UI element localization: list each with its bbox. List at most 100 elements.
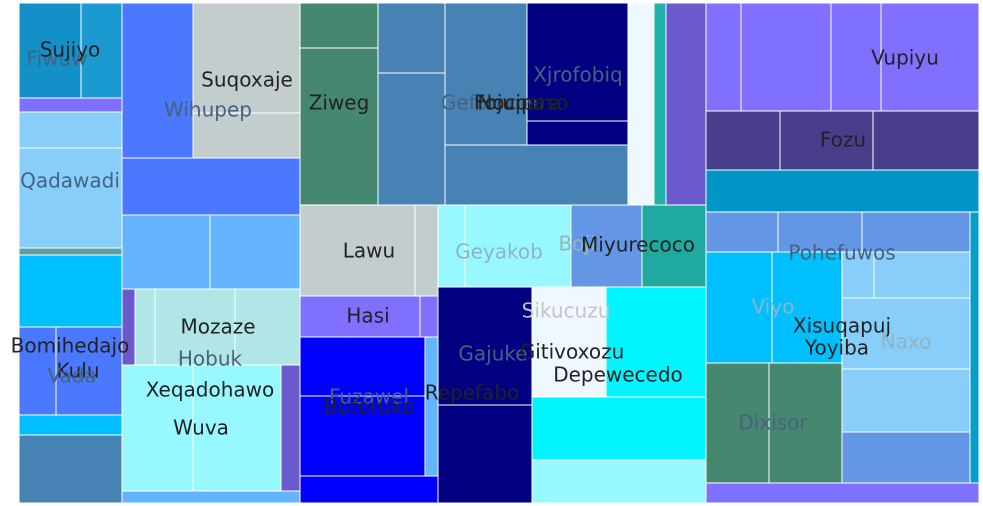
treemap-tile-68 xyxy=(771,251,843,364)
treemap-tile-12 xyxy=(299,47,379,206)
treemap-tile-23 xyxy=(740,2,832,112)
treemap-tile-6 xyxy=(18,247,123,256)
treemap-tile-13 xyxy=(377,2,446,74)
tile-label-gitivoxozu: Gitivoxozu xyxy=(520,340,625,364)
treemap-tile-52 xyxy=(419,295,439,338)
treemap-tile-17 xyxy=(526,120,629,146)
tile-label-gajuke: Gajuke xyxy=(458,342,527,366)
tile-label-nocipaso: Nocipaso xyxy=(477,91,568,115)
treemap-tile-73 xyxy=(841,431,971,484)
tile-label-pohefuwos: Pohefuwos xyxy=(788,241,895,265)
treemap-tile-22 xyxy=(705,2,742,112)
treemap-tile-54 xyxy=(299,395,426,477)
treemap-tile-36 xyxy=(209,214,301,290)
treemap-tile-74 xyxy=(705,362,770,484)
tile-label-xjrofobiq: Xjrofobiq xyxy=(533,63,623,87)
tile-label-depewecedo: Depewecedo xyxy=(553,363,683,387)
treemap-tile-38 xyxy=(134,288,156,366)
tile-label-dixisor: Dixisor xyxy=(738,411,808,435)
treemap-tile-62 xyxy=(531,459,707,504)
treemap-tile-24 xyxy=(830,2,882,112)
treemap-tile-33 xyxy=(18,414,123,436)
treemap-tile-57 xyxy=(437,286,533,406)
tile-label-fojupare: Fojupare xyxy=(474,91,560,115)
treemap-tile-43 xyxy=(280,364,301,492)
treemap-tile-35 xyxy=(121,214,211,290)
treemap-tile-69 xyxy=(841,251,875,299)
treemap-tile-61 xyxy=(531,396,707,461)
treemap-tile-34 xyxy=(18,434,123,504)
treemap-tile-49 xyxy=(570,204,643,288)
treemap-tile-29 xyxy=(705,169,980,213)
treemap-tile-27 xyxy=(779,110,874,171)
treemap-tile-4 xyxy=(18,111,123,149)
treemap-tile-46 xyxy=(414,204,439,297)
treemap-tile-3 xyxy=(18,97,123,113)
tile-label-bomihedajo: Bomihedajo xyxy=(11,334,130,358)
tile-label-geyakob: Geyakob xyxy=(455,240,543,264)
treemap-tile-70 xyxy=(873,251,971,299)
treemap-tile-5 xyxy=(18,147,123,249)
treemap-tile-42 xyxy=(192,364,282,492)
tile-label-yoyiba: Yoyiba xyxy=(804,336,869,360)
tile-label-repefabo: Repefabo xyxy=(425,381,520,405)
tile-label-fozu: Fozu xyxy=(820,128,866,152)
tile-label-ziweg: Ziweg xyxy=(309,91,370,115)
tile-label-sikucuzu: Sikucuzu xyxy=(522,299,611,323)
treemap-tile-59 xyxy=(531,286,607,398)
tile-label-wihupep: Wihupep xyxy=(164,98,252,122)
tile-label-qadawadi: Qadawadi xyxy=(20,169,120,193)
tile-label-fiwuw: Fiwuw xyxy=(27,47,88,71)
tile-label-hobuk: Hobuk xyxy=(178,347,243,371)
treemap-tile-14 xyxy=(377,72,446,206)
treemap-tile-44 xyxy=(121,490,301,504)
treemap-tile-7 xyxy=(121,2,194,159)
tile-label-boji: Boji xyxy=(558,232,595,256)
tile-label-buferuke: Buferuke xyxy=(324,395,414,419)
tile-label-xeqadohawo: Xeqadohawo xyxy=(146,378,275,402)
tile-label-hasi: Hasi xyxy=(346,304,389,328)
treemap-tile-63 xyxy=(705,211,779,253)
treemap-tile-76 xyxy=(705,482,980,504)
tile-label-gefomonu: Gefomonu xyxy=(441,91,545,115)
tile-label-fuzawel: Fuzawel xyxy=(329,385,409,409)
treemap-tile-20 xyxy=(653,2,667,206)
treemap-tile-48 xyxy=(464,204,572,288)
treemap-tile-21 xyxy=(665,2,707,206)
treemap-tile-51 xyxy=(299,295,421,338)
treemap-tile-11 xyxy=(299,2,379,49)
treemap-tile-56 xyxy=(424,336,439,477)
tile-label-kulu: Kulu xyxy=(56,359,99,383)
treemap-tile-58 xyxy=(437,404,533,504)
tile-label-miyurecoco: Miyurecoco xyxy=(581,233,695,257)
tile-label-naxo: Naxo xyxy=(881,330,932,354)
tile-label-suqoxaje: Suqoxaje xyxy=(201,68,293,92)
treemap-tile-60 xyxy=(605,286,707,398)
tile-label-mozaze: Mozaze xyxy=(180,315,255,339)
treemap-tile-75 xyxy=(768,362,843,484)
treemap-tile-64 xyxy=(777,211,863,253)
tile-label-wuva: Wuva xyxy=(173,416,229,440)
treemap-tile-8 xyxy=(192,2,301,114)
tile-label-vada: Vada xyxy=(47,364,96,388)
treemap-tile-67 xyxy=(705,251,773,364)
treemap-tiles xyxy=(18,2,980,504)
treemap-tile-39 xyxy=(154,288,236,366)
tile-label-vupiyu: Vupiyu xyxy=(871,46,939,70)
treemap-tile-65 xyxy=(861,211,971,253)
treemap-tile-31 xyxy=(18,326,57,416)
treemap-tile-15 xyxy=(444,2,528,146)
tile-label-sujiyo: Sujiyo xyxy=(40,38,101,62)
treemap-tile-16 xyxy=(526,2,629,122)
treemap-tile-19 xyxy=(627,2,655,206)
treemap-tile-1 xyxy=(18,2,82,99)
treemap-tile-66 xyxy=(969,211,980,484)
treemap-tile-10 xyxy=(121,157,301,216)
treemap-tile-18 xyxy=(444,144,629,206)
treemap-tile-9 xyxy=(192,112,301,159)
tile-label-xisuqapuj: Xisuqapuj xyxy=(793,314,891,338)
treemap-tile-2 xyxy=(80,2,123,99)
tile-label-lawu: Lawu xyxy=(343,239,395,263)
